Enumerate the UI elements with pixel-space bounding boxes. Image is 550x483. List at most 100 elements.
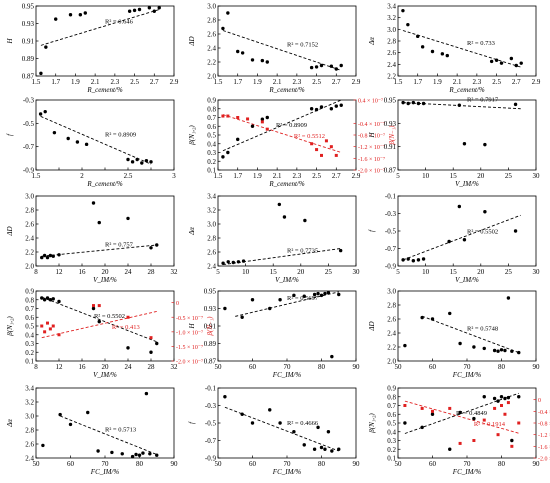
x-tick-label: 2.3 [110, 78, 119, 86]
x-tick-label: 2.5 [124, 172, 133, 180]
x-tick-label: 2 [80, 172, 84, 180]
data-point [155, 341, 159, 346]
y-tick-label: -0.5 [23, 120, 35, 128]
data-point [58, 412, 62, 417]
y-axis-label: H [6, 38, 14, 45]
y-tick-label: 2.8 [387, 302, 396, 310]
y-tick-label: 3.0 [207, 221, 216, 229]
data-point-secondary [265, 127, 269, 131]
data-point [91, 306, 96, 311]
r-squared-label: R² = 0.4666 [287, 420, 319, 427]
y-tick-label: 0.3 [207, 149, 216, 157]
x-tick-label: 1.7 [51, 78, 60, 86]
panel-1: 1.5 1.7 1.9 2.1 2.3 2.5 2.7 2.9 0.87 0.89 0.91 0.93… [6, 3, 179, 95]
data-point [326, 430, 331, 434]
data-point [482, 346, 486, 351]
y-tick-label: 0.89 [22, 55, 35, 63]
x-tick-label: 80 [498, 460, 506, 468]
data-point [509, 56, 514, 61]
r-squared-label: R² = 0.5748 [467, 325, 498, 332]
plot-frame [35, 387, 175, 459]
data-point [462, 238, 467, 242]
x-tick-label: 70 [464, 460, 472, 468]
panel-7: 8 12 16 20 24 28 32 2.0 2.2 2.4 2.6 2.8 3.0 V_IM/% ΔD R… [6, 193, 178, 285]
x-tick-label: 1.9 [71, 78, 80, 86]
data-point [240, 315, 244, 319]
x-axis-label: V_IM/% [455, 276, 479, 284]
x-tick-label: 2.3 [292, 78, 301, 86]
y-tick-label: 2.6 [387, 316, 396, 324]
r-squared-label: R² = 0.5502 [94, 313, 125, 320]
x-tick-label: 20 [102, 268, 110, 276]
data-point [499, 395, 504, 399]
data-point [499, 61, 504, 65]
data-point [226, 260, 230, 264]
y-tick-label: 0.9 [25, 288, 34, 296]
y-axis-label: f [188, 421, 196, 424]
y-tick-label: -0.7 [205, 437, 217, 445]
trend-line [222, 30, 342, 71]
x-tick-label: 2.7 [332, 78, 341, 86]
data-point [68, 422, 73, 427]
data-point [503, 396, 507, 401]
y-tick-label: -0.3 [205, 402, 217, 410]
data-point [309, 65, 314, 70]
data-point-secondary [506, 401, 510, 405]
data-point [144, 391, 149, 396]
data-point [148, 452, 152, 456]
y-tick-label: 2.2 [207, 59, 216, 67]
y-tick-label: 0.3 [25, 340, 34, 348]
x-tick-label: 50 [215, 363, 223, 371]
data-point [492, 396, 497, 401]
data-point [458, 341, 462, 346]
x-tick-label: 90 [533, 363, 541, 371]
data-point [303, 218, 307, 223]
x-tick-label: 1.9 [253, 172, 262, 180]
x-tick-label: 70 [102, 460, 110, 468]
y2-tick-label: 0 [538, 398, 541, 404]
y-tick-label: 0.4 [207, 140, 216, 148]
panel-11: 50 60 70 80 90 0.87 0.89 0.91 0.93 0.95 FC_IM/% H R²… [188, 288, 360, 380]
x-tick-label: 25 [505, 172, 513, 180]
data-point-secondary [92, 304, 95, 308]
y2-tick-label: -1.2 × 10⁻⁷ [538, 433, 550, 439]
y-tick-label: 0.2 [25, 349, 34, 357]
x-tick-label: 2.5 [130, 78, 139, 86]
x-tick-label: 16 [79, 363, 87, 371]
data-point [144, 158, 149, 163]
data-point [137, 453, 142, 457]
data-point [51, 297, 55, 301]
x-tick-label: 5 [396, 268, 400, 276]
y2-tick-label: 0 [176, 301, 179, 307]
data-point [406, 22, 410, 27]
data-point [319, 293, 324, 298]
data-point [78, 13, 83, 17]
data-point [416, 101, 421, 106]
y-tick-label: 0.6 [25, 314, 34, 322]
data-point-secondary [315, 148, 319, 152]
data-point [51, 254, 55, 258]
data-point [134, 452, 138, 457]
panel-2: 1.5 1.7 1.9 2.1 2.3 2.5 2.7 2.9 2.0 2.2 2.4 2.6 2.8 3… [188, 3, 361, 95]
data-point [339, 63, 343, 68]
data-point [330, 354, 334, 359]
data-point [45, 296, 50, 300]
y-axis-label: f [368, 229, 376, 232]
y-axis-label: Δα [6, 419, 14, 428]
x-tick-label: 32 [171, 363, 179, 371]
trend-line [421, 315, 519, 354]
x-tick-label: 2.1 [273, 172, 282, 180]
data-point [330, 449, 334, 453]
y-tick-label: 3.2 [25, 399, 34, 407]
data-point [240, 51, 245, 55]
y-tick-label: 2.8 [25, 427, 34, 435]
data-point [462, 142, 467, 146]
x-tick-label: 20 [102, 363, 110, 371]
data-point [447, 239, 451, 244]
y-tick-label: 0.4 [387, 428, 396, 436]
y-tick-label: 0.4 [25, 331, 34, 339]
data-point [416, 34, 420, 39]
trend-line [41, 296, 157, 343]
x-tick-label: 1.7 [413, 78, 422, 86]
data-point [483, 142, 487, 147]
